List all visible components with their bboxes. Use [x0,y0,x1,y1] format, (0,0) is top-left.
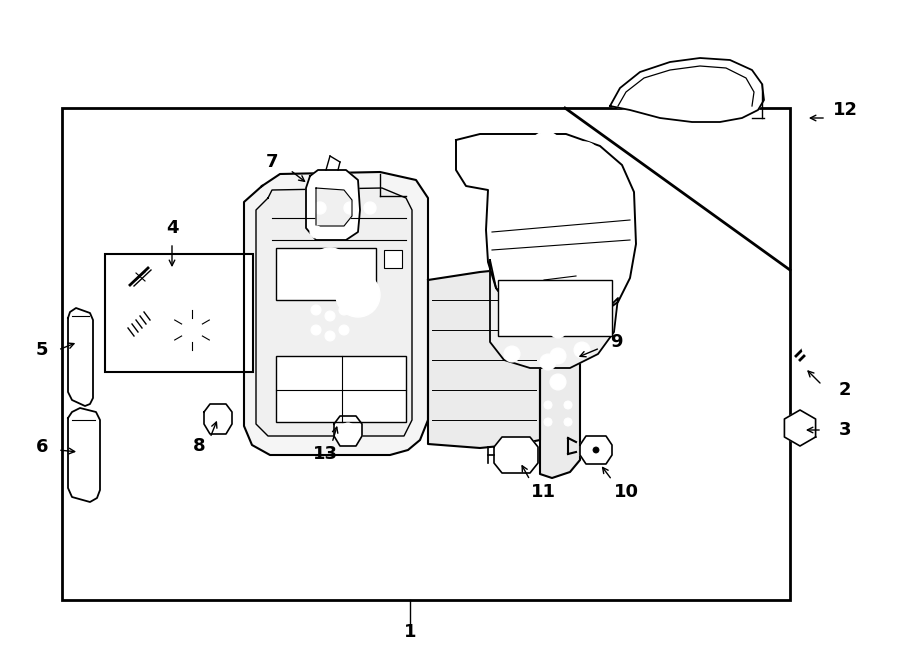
Text: 1: 1 [404,623,416,641]
Polygon shape [428,268,540,448]
Polygon shape [456,134,636,322]
Circle shape [172,310,212,350]
Circle shape [574,342,590,358]
Circle shape [325,331,335,341]
Text: 11: 11 [530,483,555,501]
Circle shape [796,424,804,432]
Polygon shape [306,170,360,240]
Circle shape [508,350,516,358]
Circle shape [550,374,566,390]
Circle shape [530,132,562,164]
Circle shape [538,140,554,156]
Circle shape [593,447,599,453]
Polygon shape [68,308,93,406]
Polygon shape [256,188,412,436]
Text: 4: 4 [166,219,178,237]
Circle shape [364,202,376,214]
Circle shape [550,348,566,364]
Text: 10: 10 [614,483,638,501]
Polygon shape [244,172,428,455]
Circle shape [329,177,339,187]
Bar [62,108,790,600]
Circle shape [311,305,321,315]
Text: 6: 6 [36,438,49,456]
Polygon shape [490,260,618,368]
Polygon shape [540,248,580,478]
Text: 12: 12 [832,101,858,119]
Circle shape [339,305,349,315]
Bar [498,280,612,336]
Polygon shape [785,410,815,446]
Polygon shape [334,416,362,446]
Polygon shape [580,436,612,464]
Circle shape [544,358,552,366]
Circle shape [802,334,826,358]
Text: 3: 3 [839,421,851,439]
Circle shape [325,311,335,321]
Polygon shape [204,404,232,434]
Circle shape [564,401,572,409]
Circle shape [550,322,566,338]
Text: 8: 8 [193,437,205,455]
Circle shape [576,150,592,166]
Circle shape [310,248,350,288]
Circle shape [498,146,514,162]
Circle shape [310,226,322,238]
Circle shape [544,401,552,409]
Circle shape [504,346,520,362]
Circle shape [540,354,556,370]
Circle shape [808,340,820,352]
Text: 5: 5 [36,341,49,359]
Circle shape [211,411,225,425]
Circle shape [578,346,586,354]
Circle shape [336,273,380,317]
Circle shape [509,448,523,462]
Polygon shape [610,58,764,122]
Polygon shape [316,188,352,226]
Text: 9: 9 [610,333,622,351]
Circle shape [314,202,326,214]
Circle shape [564,418,572,426]
Polygon shape [494,437,538,473]
Text: 7: 7 [266,153,278,171]
Polygon shape [68,408,100,502]
Bar [276,248,376,300]
Text: 13: 13 [312,445,338,463]
Circle shape [589,443,603,457]
Bar [276,356,406,422]
Circle shape [791,419,809,437]
Bar [105,254,253,372]
Circle shape [344,202,356,214]
Circle shape [162,300,222,360]
Text: 2: 2 [839,381,851,399]
Circle shape [490,138,522,170]
Circle shape [311,325,321,335]
Circle shape [568,142,600,174]
Circle shape [341,423,355,437]
Bar [384,250,402,268]
Circle shape [339,325,349,335]
Circle shape [544,418,552,426]
